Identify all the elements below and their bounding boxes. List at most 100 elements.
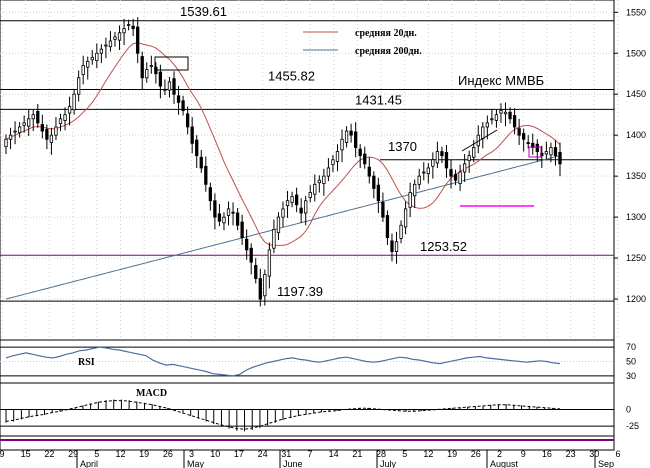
candle-body	[158, 71, 163, 87]
moving-averages	[5, 42, 561, 300]
x-day-label: 23	[566, 449, 576, 459]
candle-body	[394, 241, 399, 252]
candle-body	[217, 213, 222, 222]
candle-body	[372, 175, 376, 189]
candle-body	[113, 36, 117, 40]
candle-body	[22, 122, 26, 126]
x-day-label: 21	[352, 449, 362, 459]
level-lines: 1539.61 1455.82 1431.45 1370 1253.52 1197.39	[0, 4, 614, 302]
candle-body	[472, 147, 476, 158]
rsi-tick-label: 50	[626, 357, 636, 367]
candle-body	[385, 215, 390, 238]
candle-body	[535, 143, 539, 152]
candle-body	[258, 278, 262, 300]
y-tick-label: 1550	[626, 7, 646, 17]
x-day-label: 29	[68, 449, 78, 459]
candle-body	[172, 78, 176, 95]
candle-body	[340, 138, 344, 151]
x-day-label: 5	[94, 449, 99, 459]
candle-body	[163, 88, 167, 91]
x-day-label: 19	[139, 449, 149, 459]
candle-body	[195, 139, 199, 157]
candle-body	[117, 32, 122, 41]
candle-body	[522, 133, 526, 140]
y-tick-label: 1300	[626, 212, 646, 222]
candle-body	[72, 93, 76, 111]
candle-body	[17, 126, 22, 134]
candle-body	[299, 207, 303, 214]
level-label: 1431.45	[355, 92, 402, 107]
candle-body	[167, 81, 172, 91]
level-label: 1455.82	[268, 68, 315, 83]
candle-body	[308, 192, 312, 198]
candle-body	[27, 118, 31, 127]
x-month-label: August	[490, 459, 519, 468]
candle-body	[204, 165, 208, 185]
annotation-box-right	[528, 146, 542, 158]
x-day-label: 22	[44, 449, 54, 459]
candle-body	[90, 56, 94, 61]
candle-body	[304, 200, 308, 214]
candle-body	[240, 221, 244, 238]
candle-body	[512, 115, 517, 128]
candle-body	[77, 77, 81, 95]
level-label: 1197.39	[277, 284, 323, 299]
x-day-label: 7	[307, 449, 312, 459]
rsi-label: RSI	[78, 357, 95, 368]
level-label: 1539.61	[180, 4, 227, 19]
trend-line	[461, 129, 498, 152]
candle-body	[86, 61, 90, 68]
candle-body	[31, 114, 35, 120]
x-day-label: 9	[0, 449, 5, 459]
candle-body	[322, 175, 326, 184]
candle-body	[54, 126, 58, 136]
candle-body	[49, 134, 54, 143]
candle-body	[294, 194, 299, 206]
candle-body	[272, 228, 276, 249]
candle-body	[381, 201, 385, 218]
candle-body	[363, 153, 367, 165]
candle-body	[231, 211, 235, 214]
candle-body	[462, 163, 467, 173]
x-day-label: 2	[497, 449, 502, 459]
candle-body	[276, 216, 281, 234]
candle-body	[390, 240, 394, 252]
candle-body	[508, 111, 512, 120]
chart-title: Индекс ММВБ	[458, 73, 544, 88]
candle-body	[263, 274, 267, 297]
candle-body	[413, 183, 417, 197]
x-day-label: 5	[402, 449, 407, 459]
candle-body	[467, 155, 471, 161]
candle-body	[367, 166, 371, 177]
candle-body	[81, 65, 85, 75]
x-day-label: 24	[258, 449, 268, 459]
candle-body	[140, 56, 144, 79]
candle-body	[249, 247, 253, 263]
candle-body	[267, 249, 272, 277]
candle-body	[104, 44, 108, 47]
candle-body	[317, 179, 321, 184]
candle-body	[45, 129, 49, 140]
candle-body	[313, 183, 317, 195]
candle-body	[553, 147, 558, 157]
rsi-tick-label: 70	[626, 342, 636, 352]
x-month-label: July	[380, 459, 397, 468]
candle-body	[526, 142, 530, 144]
x-day-label: 12	[423, 449, 433, 459]
y-tick-label: 1500	[626, 48, 646, 58]
x-month-label: Sep	[598, 459, 614, 468]
candle-body	[245, 238, 249, 251]
grid-layer	[0, 0, 619, 340]
candle-body	[126, 24, 131, 26]
candle-body	[13, 130, 17, 133]
candle-body	[408, 192, 412, 208]
x-day-label: 26	[471, 449, 481, 459]
candle-body	[431, 159, 435, 167]
macd-tick-label: -25	[626, 421, 639, 431]
ma20-line	[5, 42, 561, 246]
candle-body	[494, 114, 499, 121]
x-day-label: 28	[376, 449, 386, 459]
candle-body	[503, 111, 508, 115]
